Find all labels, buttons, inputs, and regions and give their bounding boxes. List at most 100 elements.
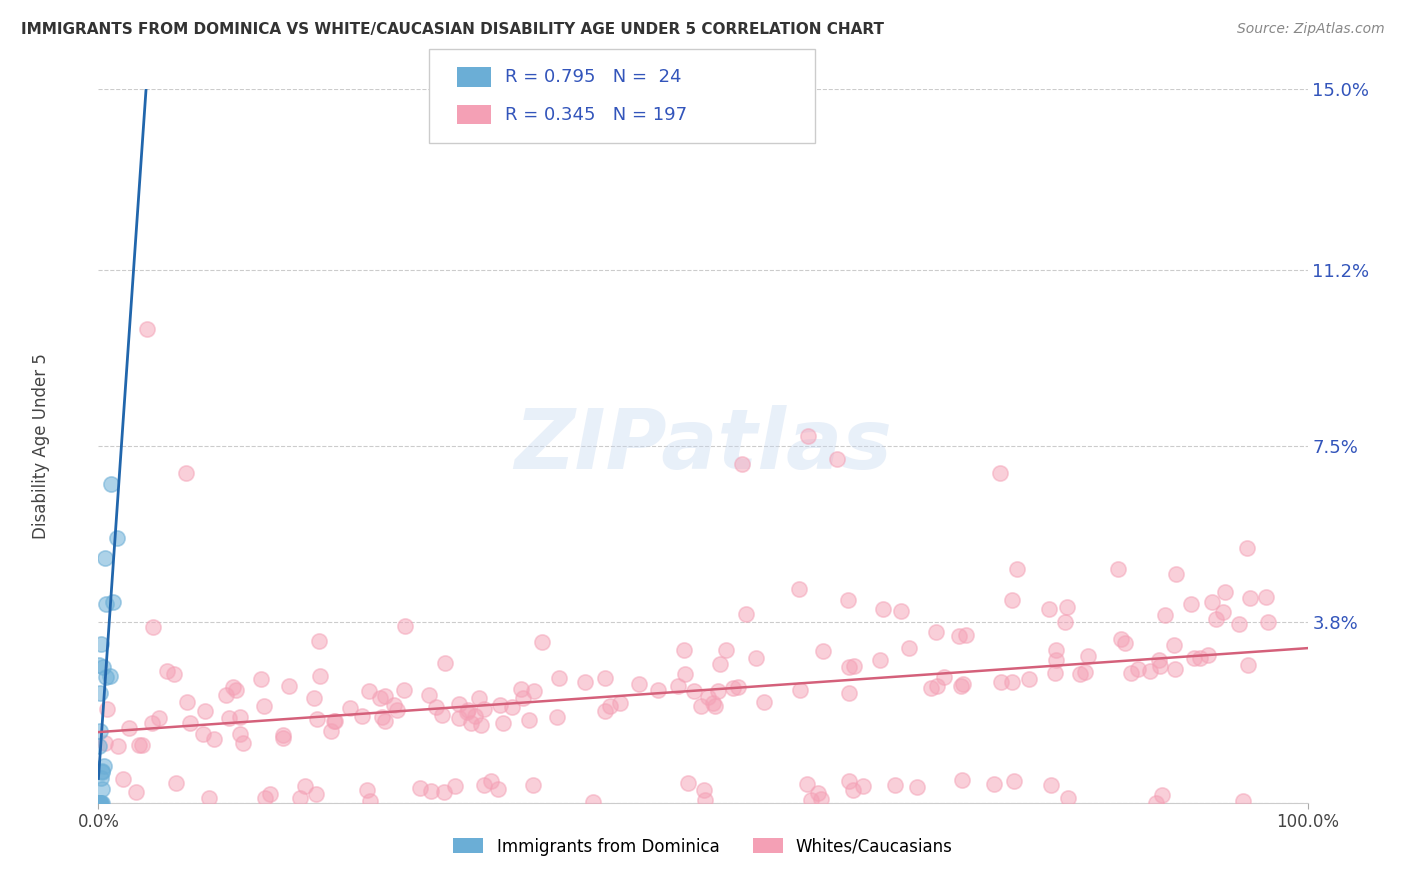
- Point: [90, 771, 112, 785]
- Point: [955, 628, 977, 642]
- Point: [111, 772, 134, 787]
- Point: [179, 716, 201, 731]
- Point: [382, 698, 405, 713]
- Point: [952, 677, 974, 691]
- Point: [322, 714, 344, 729]
- Point: [523, 683, 546, 698]
- Point: [695, 793, 717, 807]
- Point: [472, 778, 495, 792]
- Point: [841, 783, 863, 797]
- Point: [430, 707, 453, 722]
- Point: [420, 784, 443, 798]
- Point: [91, 796, 114, 810]
- Point: [723, 681, 745, 696]
- Point: [690, 698, 713, 713]
- Point: [323, 714, 346, 728]
- Point: [1182, 650, 1205, 665]
- Point: [432, 785, 454, 799]
- Point: [1001, 675, 1024, 690]
- Point: [1074, 665, 1097, 679]
- Point: [1227, 616, 1250, 631]
- Point: [339, 701, 361, 715]
- Point: [350, 709, 373, 723]
- Point: [90, 637, 112, 651]
- Point: [271, 728, 294, 742]
- Point: [1232, 794, 1254, 808]
- Point: [1197, 648, 1219, 662]
- Point: [548, 671, 571, 685]
- Point: [1018, 672, 1040, 686]
- Point: [672, 643, 695, 657]
- Point: [141, 716, 163, 731]
- Point: [278, 679, 301, 693]
- Point: [1005, 562, 1028, 576]
- Point: [531, 635, 554, 649]
- Point: [105, 531, 128, 545]
- Point: [250, 672, 273, 686]
- Point: [599, 698, 621, 713]
- Point: [510, 682, 533, 697]
- Point: [89, 723, 111, 738]
- Point: [91, 660, 114, 674]
- Point: [1205, 612, 1227, 626]
- Point: [1002, 773, 1025, 788]
- Point: [87, 658, 110, 673]
- Point: [1239, 591, 1261, 606]
- Point: [449, 697, 471, 711]
- Point: [702, 696, 724, 710]
- Point: [1126, 662, 1149, 676]
- Point: [1119, 666, 1142, 681]
- Point: [371, 710, 394, 724]
- Point: [1107, 562, 1129, 576]
- Point: [703, 699, 725, 714]
- Point: [927, 679, 949, 693]
- Point: [501, 699, 523, 714]
- Point: [647, 682, 669, 697]
- Point: [447, 711, 470, 725]
- Point: [418, 688, 440, 702]
- Point: [225, 682, 247, 697]
- Point: [456, 705, 478, 719]
- Point: [517, 713, 540, 727]
- Point: [467, 691, 489, 706]
- Point: [433, 656, 456, 670]
- Point: [101, 595, 124, 609]
- Point: [100, 477, 122, 491]
- Point: [1256, 590, 1278, 604]
- Point: [1236, 657, 1258, 672]
- Point: [232, 736, 254, 750]
- Point: [837, 592, 859, 607]
- Point: [1189, 650, 1212, 665]
- Point: [374, 714, 396, 729]
- Point: [668, 679, 690, 693]
- Point: [394, 618, 416, 632]
- Point: [1045, 643, 1067, 657]
- Point: [1180, 597, 1202, 611]
- Point: [714, 643, 737, 657]
- Point: [202, 731, 225, 746]
- Point: [194, 705, 217, 719]
- Text: Source: ZipAtlas.com: Source: ZipAtlas.com: [1237, 22, 1385, 37]
- Point: [174, 467, 197, 481]
- Point: [898, 640, 921, 655]
- Point: [1056, 600, 1078, 615]
- Point: [1045, 653, 1067, 667]
- Point: [409, 781, 432, 796]
- Point: [89, 686, 111, 700]
- Point: [522, 778, 544, 792]
- Point: [229, 710, 252, 724]
- Point: [197, 791, 219, 805]
- Point: [574, 675, 596, 690]
- Point: [683, 684, 706, 698]
- Point: [93, 551, 115, 566]
- Point: [950, 772, 973, 787]
- Point: [89, 796, 111, 810]
- Point: [91, 782, 114, 797]
- Point: [135, 322, 157, 336]
- Point: [488, 781, 510, 796]
- Text: R = 0.795   N =  24: R = 0.795 N = 24: [505, 69, 682, 87]
- Point: [787, 582, 810, 596]
- Point: [94, 736, 117, 750]
- Point: [319, 723, 342, 738]
- Point: [142, 620, 165, 634]
